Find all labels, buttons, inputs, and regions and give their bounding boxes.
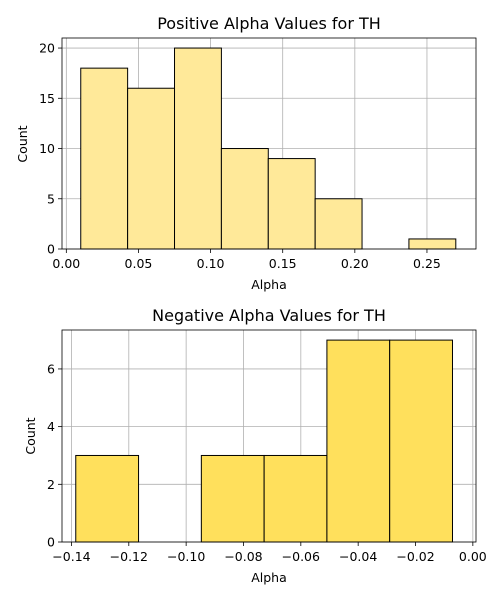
histogram-bar	[389, 339, 453, 543]
histogram-bar	[263, 454, 328, 543]
y-tick-label: 15	[39, 91, 55, 106]
x-tick-label: −0.06	[282, 549, 320, 564]
x-axis-label: Alpha	[251, 277, 287, 292]
histogram-bar	[75, 454, 140, 543]
y-tick-label: 20	[39, 41, 55, 56]
histogram-bar	[314, 198, 363, 250]
histogram-bar	[326, 339, 391, 543]
y-tick-label: 6	[47, 361, 55, 376]
histogram-bar	[220, 148, 269, 250]
bars	[75, 339, 453, 543]
histogram-bar	[127, 87, 176, 250]
y-tick-label: 5	[47, 191, 55, 206]
y-axis-label: Count	[15, 125, 30, 162]
bars	[80, 47, 457, 250]
y-tick-label: 2	[47, 477, 55, 492]
histogram-bar	[200, 454, 265, 543]
y-tick-label: 10	[39, 141, 55, 156]
x-tick-label: −0.08	[224, 549, 262, 564]
x-tick-label: −0.10	[167, 549, 205, 564]
histogram-bar	[174, 47, 222, 250]
x-axis-label: Alpha	[251, 570, 287, 585]
x-tick-label: 0.10	[197, 256, 225, 271]
y-tick-label: 0	[47, 535, 55, 550]
x-tick-label: −0.12	[110, 549, 148, 564]
histogram-bar	[267, 158, 316, 250]
chart-title: Positive Alpha Values for TH	[157, 14, 381, 33]
y-tick-label: 4	[47, 419, 55, 434]
x-tick-label: 0.00	[52, 256, 80, 271]
ticks: 0.00 0.05 0.10 0.15 0.20 0.25 0 5 10 15 20	[39, 41, 441, 271]
axes-frame	[61, 329, 477, 543]
x-tick-label: −0.02	[396, 549, 434, 564]
positive-alpha-histogram: Positive Alpha Values for TH 0.00 0.05 0.1…	[15, 14, 477, 292]
x-tick-label: 0.00	[459, 549, 487, 564]
chart-title: Negative Alpha Values for TH	[152, 306, 386, 325]
y-tick-label: 0	[47, 242, 55, 257]
x-tick-label: −0.14	[52, 549, 90, 564]
negative-alpha-histogram: Negative Alpha Values for TH −0.14 −0.12−…	[23, 306, 487, 585]
histogram-bar	[408, 238, 457, 250]
x-tick-label: −0.04	[339, 549, 377, 564]
ticks: −0.14 −0.12 −0.10 −0.08 −0.06 −0.04 −0.02 0.00 0…	[47, 361, 487, 564]
x-tick-label: 0.25	[413, 256, 441, 271]
x-tick-label: 0.15	[269, 256, 297, 271]
x-tick-label: 0.20	[341, 256, 369, 271]
x-tick-label: 0.05	[125, 256, 153, 271]
y-axis-label: Count	[23, 417, 38, 454]
axes-frame	[61, 37, 477, 250]
histogram-bar	[80, 67, 129, 250]
